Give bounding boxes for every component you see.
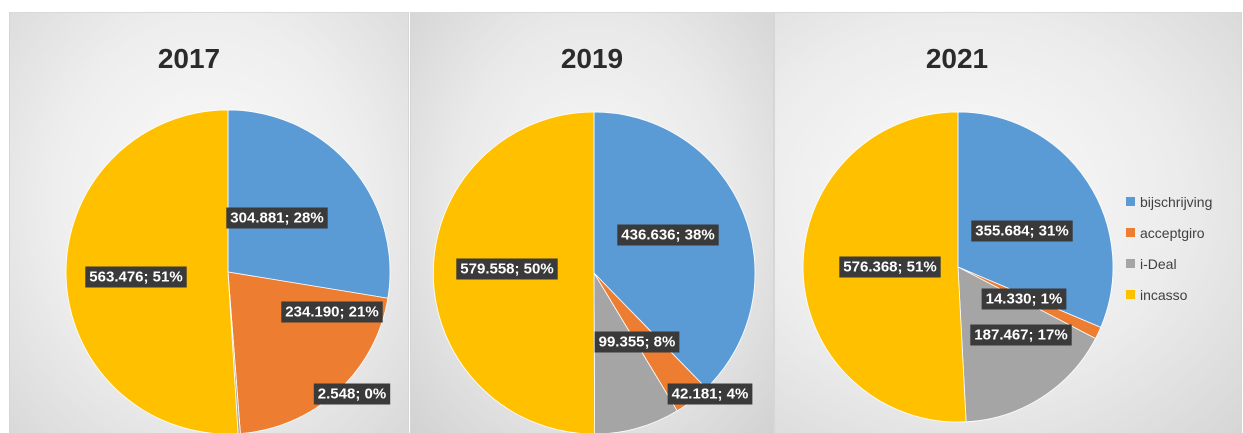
data-label-bijschrijving: 355.684; 31% <box>971 220 1073 242</box>
data-label-background <box>981 288 1067 310</box>
chart-title: 2017 <box>158 43 220 74</box>
data-label-text: 187.467; 17% <box>974 327 1067 344</box>
legend-swatch <box>1126 290 1135 299</box>
pie-chart-2017: 2017 304.881; 28% 234.190; 21% 2.548; 0% 56… <box>65 43 391 433</box>
legend-swatch <box>1126 259 1135 268</box>
data-label-text: 436.636; 38% <box>621 227 714 244</box>
data-label-bijschrijving: 304.881; 28% <box>226 207 328 229</box>
data-label-text: 99.355; 8% <box>599 334 676 351</box>
legend-label: acceptgiro <box>1140 225 1205 241</box>
legend-item-acceptgiro: acceptgiro <box>1126 225 1205 241</box>
chart-panel-2017: 2017 304.881; 28% 234.190; 21% 2.548; 0% 56… <box>9 12 409 433</box>
data-label-background <box>617 224 719 246</box>
data-label-background <box>667 383 753 405</box>
legend-item-i-deal: i-Deal <box>1126 256 1177 272</box>
data-label-background <box>839 256 941 278</box>
legend-item-bijschrijving: bijschrijving <box>1126 194 1212 210</box>
data-label-background <box>594 331 680 353</box>
legend-swatch <box>1126 197 1135 206</box>
legend-swatch <box>1126 228 1135 237</box>
data-label-text: 355.684; 31% <box>975 223 1068 240</box>
pie-chart-2019: 2019 436.636; 38% 42.181; 4% 99.355; 8% 579… <box>432 43 756 433</box>
data-label-incasso: 579.558; 50% <box>456 258 558 280</box>
data-label-background <box>970 324 1072 346</box>
pie-chart-2021: 2021 bijschrijving acceptgiro i-Deal incass… <box>802 43 1212 423</box>
data-label-background <box>85 266 187 288</box>
legend-label: bijschrijving <box>1140 194 1212 210</box>
data-label-incasso: 563.476; 51% <box>85 266 187 288</box>
legend-label: incasso <box>1140 287 1188 303</box>
data-label-text: 563.476; 51% <box>89 269 182 286</box>
data-label-acceptgiro: 234.190; 21% <box>281 301 383 323</box>
data-label-i-deal: 2.548; 0% <box>313 383 391 405</box>
data-label-i-deal: 99.355; 8% <box>594 331 680 353</box>
data-label-incasso: 576.368; 51% <box>839 256 941 278</box>
pie-slice-acceptgiro <box>227 271 389 433</box>
data-label-background <box>313 383 391 405</box>
data-label-bijschrijving: 436.636; 38% <box>617 224 719 246</box>
data-label-background <box>281 301 383 323</box>
chart-title: 2021 <box>926 43 988 74</box>
data-label-background <box>226 207 328 229</box>
chart-legend: bijschrijving acceptgiro i-Deal incasso <box>1126 194 1212 303</box>
data-label-i-deal: 187.467; 17% <box>970 324 1072 346</box>
pie-slice-bijschrijving <box>593 111 756 389</box>
data-label-text: 2.548; 0% <box>318 386 386 403</box>
data-label-text: 304.881; 28% <box>230 210 323 227</box>
legend-label: i-Deal <box>1140 256 1177 272</box>
pie-slice-bijschrijving <box>957 111 1114 328</box>
chart-panel-2019: 2019 436.636; 38% 42.181; 4% 99.355; 8% 579… <box>410 12 774 433</box>
pie-slice-bijschrijving <box>227 109 391 299</box>
data-label-background <box>971 220 1073 242</box>
chart-title: 2019 <box>561 43 623 74</box>
data-label-acceptgiro: 14.330; 1% <box>981 288 1067 310</box>
data-label-text: 14.330; 1% <box>986 291 1063 308</box>
data-label-text: 234.190; 21% <box>285 304 378 321</box>
chart-panel-2021: 2021 bijschrijving acceptgiro i-Deal incass… <box>774 12 1242 433</box>
data-label-text: 576.368; 51% <box>843 259 936 276</box>
legend-item-incasso: incasso <box>1126 287 1188 303</box>
data-label-acceptgiro: 42.181; 4% <box>667 383 753 405</box>
pie-slice-i-deal <box>593 271 678 433</box>
data-label-text: 42.181; 4% <box>672 386 749 403</box>
data-label-background <box>456 258 558 280</box>
data-label-text: 579.558; 50% <box>460 261 553 278</box>
